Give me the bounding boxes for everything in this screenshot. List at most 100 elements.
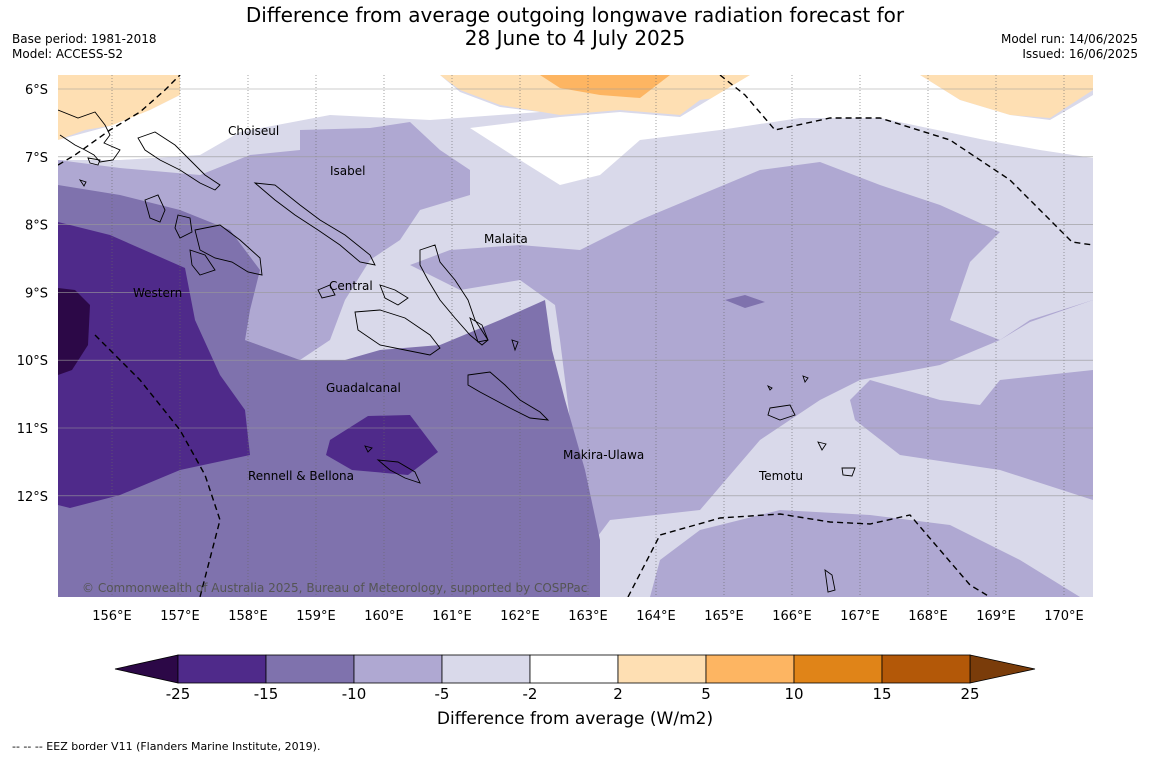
island-treasury	[87, 157, 101, 166]
colorbar-over-triangle	[969, 654, 1036, 684]
colorbar-tick-label: -10	[342, 685, 367, 703]
island-vanuatu-north	[824, 569, 836, 593]
contour-minus10-minus15-small	[725, 295, 765, 308]
contour-plus2-north-west	[58, 75, 250, 140]
meta-left: Base period: 1981-2018 Model: ACCESS-S2	[12, 32, 157, 62]
colorbar-title: Difference from average (W/m2)	[436, 709, 714, 729]
lon-tick-label: 168°E	[908, 609, 948, 624]
colorbar: -25 -15 -10 -5 -2 2 5 10 15 25	[114, 654, 1036, 703]
lon-tick-label: 160°E	[364, 609, 404, 624]
island-tikopia	[841, 467, 856, 477]
map-title: Difference from average outgoing longwav…	[230, 4, 920, 50]
lon-tick-label: 159°E	[296, 609, 336, 624]
lat-tick-label: 11°S	[17, 422, 48, 437]
base-period: Base period: 1981-2018	[12, 32, 157, 46]
province-labels: Choiseul Isabel Malaita Western Central …	[133, 124, 803, 483]
contour-minus15-minus25-west	[58, 222, 250, 508]
lat-tick-label: 12°S	[17, 490, 48, 505]
model-name: Model: ACCESS-S2	[12, 47, 124, 61]
eez-legend-note: -- -- -- EEZ border V11 (Flanders Marine…	[12, 740, 321, 753]
contour-minus2-minus5-south-east	[595, 300, 1093, 597]
colorbar-segment	[705, 654, 795, 684]
model-run: Model run: 14/06/2025	[1000, 32, 1138, 46]
eez-border-north-west	[58, 75, 181, 166]
title-line-2: 28 June to 4 July 2025	[464, 26, 686, 50]
eez-borders	[58, 75, 1093, 597]
colorbar-segment	[265, 654, 355, 684]
lon-tick-label: 162°E	[500, 609, 540, 624]
contour-minus15-minus25-rennell	[326, 415, 438, 475]
contour-neutral-north-west	[58, 75, 540, 160]
lat-tick-label: 8°S	[25, 219, 48, 234]
lon-tick-label: 161°E	[432, 609, 472, 624]
colorbar-segment	[617, 654, 707, 684]
colorbar-under-triangle	[114, 654, 179, 684]
colorbar-segment	[529, 654, 619, 684]
lon-tick-label: 165°E	[704, 609, 744, 624]
contour-below-minus25	[58, 288, 90, 375]
colorbar-segment	[177, 654, 267, 684]
label-malaita: Malaita	[484, 232, 528, 246]
eez-border-south	[627, 513, 991, 597]
contour-plus5-north	[540, 75, 670, 98]
lon-tick-label: 167°E	[840, 609, 880, 624]
island-shortland	[78, 179, 87, 187]
lon-tick-label: 157°E	[160, 609, 200, 624]
colorbar-segment	[881, 654, 971, 684]
island-ulawa	[511, 339, 519, 352]
issued-date: Issued: 16/06/2025	[1022, 47, 1138, 61]
island-isabel	[253, 182, 376, 266]
colorbar-segment	[441, 654, 531, 684]
meta-right: Model run: 14/06/2025 Issued: 16/06/2025	[1001, 32, 1138, 62]
eez-border-west	[94, 334, 221, 597]
lon-tick-label: 166°E	[772, 609, 812, 624]
axis-labels: 156°E 157°E 158°E 159°E 160°E 161°E 162°E 163°E…	[17, 83, 1084, 624]
island-rennell	[376, 459, 421, 484]
island-new-georgia	[194, 224, 263, 276]
contour-neutral-north	[470, 75, 1093, 185]
label-western: Western	[133, 286, 182, 300]
island-small-malaita	[469, 317, 489, 343]
contour-plus2-north	[440, 75, 750, 115]
island-kolombangara	[174, 214, 193, 239]
lat-tick-label: 6°S	[25, 83, 48, 98]
anomaly-contours	[58, 75, 1093, 597]
island-vella-lavella	[144, 194, 166, 223]
eez-border-north-east	[719, 75, 1093, 246]
graticule	[58, 75, 1093, 597]
lon-tick-label: 164°E	[636, 609, 676, 624]
lon-tick-label: 158°E	[228, 609, 268, 624]
label-temotu: Temotu	[758, 469, 803, 483]
lat-tick-label: 9°S	[25, 286, 48, 301]
label-isabel: Isabel	[330, 164, 365, 178]
island-duff	[766, 384, 773, 391]
island-florida	[379, 284, 409, 306]
contour-minus10-minus15	[58, 185, 600, 597]
island-santa-cruz	[767, 404, 796, 421]
colorbar-tick-label: 15	[872, 685, 891, 703]
island-vanikoro	[817, 441, 827, 451]
label-makira-ulawa: Makira-Ulawa	[563, 448, 644, 462]
island-bougainville	[58, 109, 121, 163]
island-malaita	[419, 244, 489, 346]
lon-tick-label: 163°E	[568, 609, 608, 624]
island-rendova	[189, 249, 216, 276]
colorbar-tick-label: -15	[254, 685, 279, 703]
lat-tick-label: 7°S	[25, 151, 48, 166]
copyright-notice: © Commonwealth of Australia 2025, Bureau…	[82, 581, 587, 595]
lon-tick-label: 170°E	[1044, 609, 1084, 624]
lon-tick-label: 156°E	[92, 609, 132, 624]
island-reef-islands	[802, 375, 809, 383]
colorbar-tick-label: 25	[960, 685, 979, 703]
lon-tick-label: 169°E	[976, 609, 1016, 624]
colorbar-tick-label: 5	[701, 685, 711, 703]
island-bellona	[364, 445, 373, 453]
colorbar-tick-label: -5	[435, 685, 450, 703]
label-guadalcanal: Guadalcanal	[326, 381, 401, 395]
island-makira	[467, 371, 550, 421]
label-central: Central	[329, 279, 373, 293]
colorbar-tick-label: -25	[166, 685, 191, 703]
label-rennell-bellona: Rennell & Bellona	[248, 469, 354, 483]
label-choiseul: Choiseul	[228, 124, 279, 138]
